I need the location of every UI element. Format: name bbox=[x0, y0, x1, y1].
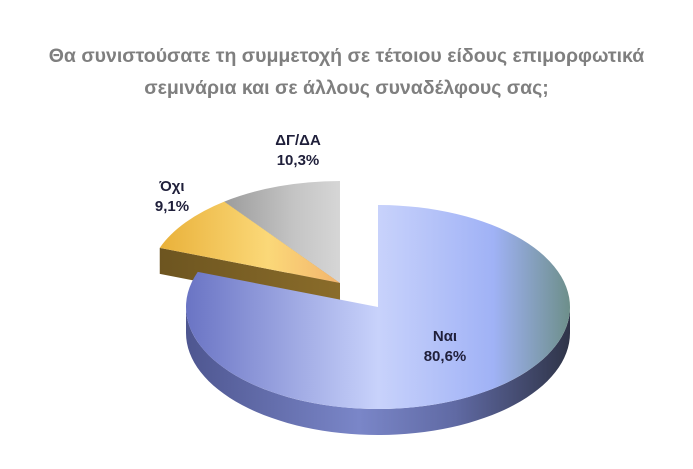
chart-title-line-1: Θα συνιστούσατε τη συμμετοχή σε τέτοιου … bbox=[48, 45, 645, 67]
slice-category-oxi: Όχι bbox=[159, 178, 185, 195]
slice-category-dgda: ΔΓ/ΔΑ bbox=[275, 132, 321, 149]
slice-category-nai: Ναι bbox=[432, 328, 458, 345]
slice-label-oxi: Όχι 9,1% bbox=[142, 177, 202, 217]
slice-dgda bbox=[224, 181, 340, 283]
slice-oxi bbox=[159, 201, 340, 283]
slice-value-dgda: 10,3% bbox=[276, 152, 320, 169]
slice-value-nai: 80,6% bbox=[423, 348, 467, 365]
slice-nai bbox=[186, 205, 571, 409]
slice-value-oxi: 9,1% bbox=[154, 198, 190, 215]
chart-title: Θα συνιστούσατε τη συμμετοχή σε τέτοιου … bbox=[0, 40, 693, 104]
slice-label-nai: Ναι 80,6% bbox=[405, 327, 485, 367]
chart-title-line-2: σεμινάρια και σε άλλους συναδέλφους σας; bbox=[144, 77, 549, 99]
slice-label-dgda: ΔΓ/ΔΑ 10,3% bbox=[263, 131, 333, 171]
slice-side-nai bbox=[186, 307, 570, 435]
